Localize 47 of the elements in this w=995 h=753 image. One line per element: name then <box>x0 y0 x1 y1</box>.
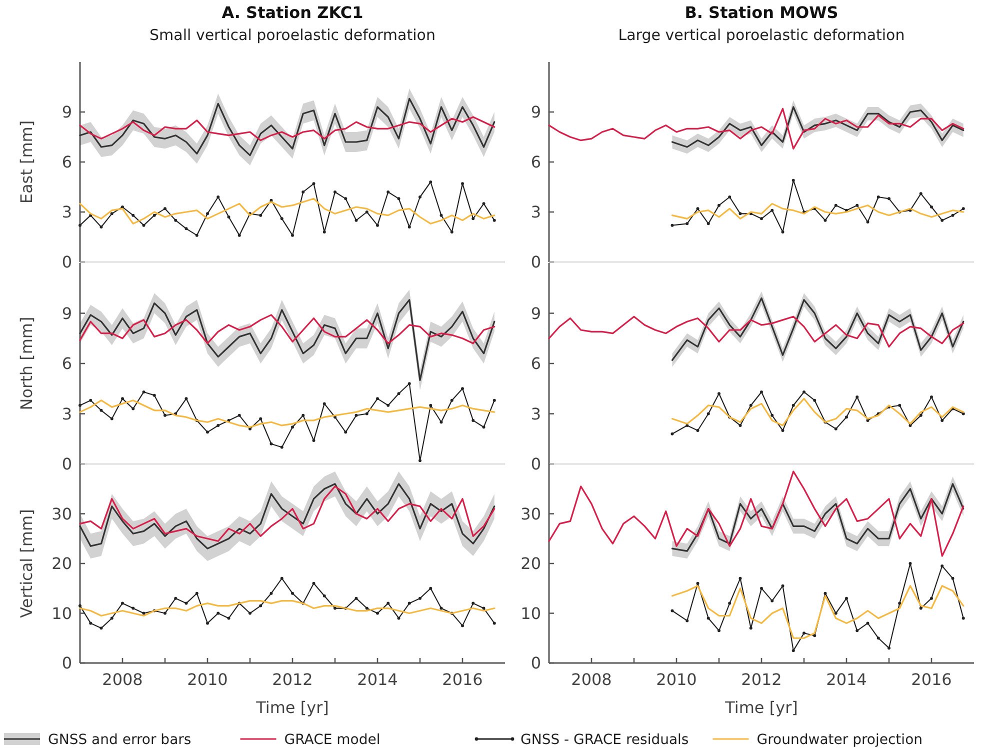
y-tick-label: 6 <box>62 152 72 172</box>
y-tick-label: 6 <box>530 152 541 172</box>
x-axis-title: Time [yr] <box>255 698 329 717</box>
y-tick-label: 0 <box>62 252 72 272</box>
y-tick-label: 9 <box>530 304 541 323</box>
x-axis-title: Time [yr] <box>724 698 798 717</box>
y-tick-label: 6 <box>62 354 72 374</box>
legend-label: GNSS - GRACE residuals <box>520 732 689 748</box>
y-tick-label: 20 <box>52 554 72 574</box>
y-tick-label: 0 <box>62 454 72 474</box>
y-tick-label: 30 <box>52 504 72 524</box>
y-tick-label: 6 <box>530 354 541 374</box>
chart-subtitle: Large vertical poroelastic deformation <box>618 26 905 44</box>
y-tick-label: 3 <box>62 404 72 424</box>
chart-title: A. Station ZKC1 <box>222 3 364 22</box>
y-tick-label: 3 <box>62 202 72 222</box>
x-tick-label: 2016 <box>911 670 952 689</box>
y-tick-label: 10 <box>52 604 72 623</box>
y-tick-label: 0 <box>530 454 541 474</box>
x-tick-label: 2012 <box>272 670 313 689</box>
legend-label: GRACE model <box>284 732 380 748</box>
y-tick-label: 9 <box>62 102 72 122</box>
x-tick-label: 2010 <box>187 670 228 689</box>
x-tick-label: 2014 <box>826 670 867 689</box>
y-tick-label: 20 <box>520 554 541 574</box>
chart-subtitle: Small vertical poroelastic deformation <box>150 26 436 44</box>
x-tick-label: 2012 <box>741 670 782 689</box>
y-tick-label: 9 <box>62 304 72 323</box>
y-tick-label: 10 <box>520 604 541 623</box>
y-axis-title: Vertical [mm] <box>17 509 36 618</box>
y-tick-label: 9 <box>530 102 541 122</box>
y-tick-label: 30 <box>520 504 541 524</box>
x-tick-label: 2010 <box>656 670 697 689</box>
y-tick-label: 0 <box>530 252 541 272</box>
x-tick-label: 2008 <box>102 670 143 689</box>
y-tick-label: 3 <box>530 202 541 222</box>
legend-label: Groundwater projection <box>756 732 923 748</box>
y-tick-label: 0 <box>62 654 72 673</box>
legend-label: GNSS and error bars <box>48 732 192 748</box>
y-tick-label: 3 <box>530 404 541 424</box>
x-tick-label: 2014 <box>357 670 398 689</box>
x-tick-label: 2016 <box>442 670 483 689</box>
y-axis-title: North [mm] <box>17 316 36 410</box>
y-tick-label: 0 <box>530 654 541 673</box>
chart-title: B. Station MOWS <box>684 3 838 22</box>
y-axis-title: East [mm] <box>17 120 36 204</box>
x-tick-label: 2008 <box>571 670 612 689</box>
